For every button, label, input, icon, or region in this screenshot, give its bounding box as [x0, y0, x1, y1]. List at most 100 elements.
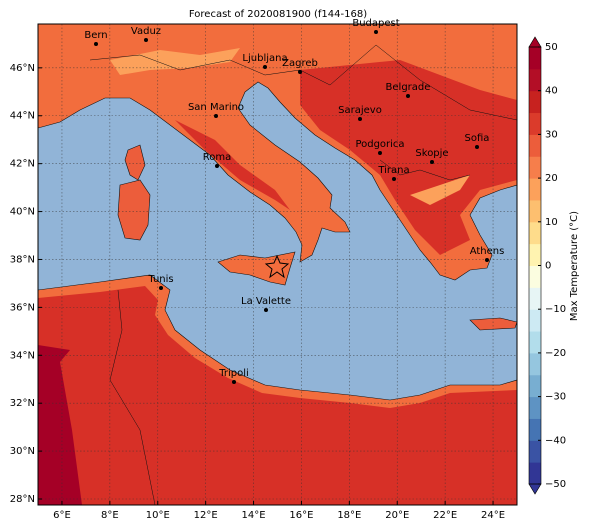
- colorbar-band: [529, 47, 541, 70]
- city-dot: [264, 308, 268, 312]
- x-tick-label: 8°E: [101, 510, 119, 521]
- city-dot: [406, 94, 410, 98]
- y-tick-label: 36°N: [10, 302, 35, 313]
- hot-area: [175, 120, 290, 210]
- colorbar-tick-label: −40: [545, 435, 566, 446]
- colorbar-band: [529, 309, 541, 332]
- x-tick-label: 24°E: [481, 510, 505, 521]
- mild-area: [410, 175, 470, 205]
- colorbar-tick-label: −20: [545, 348, 566, 359]
- city-label: Tirana: [377, 165, 409, 176]
- city-dot: [475, 145, 479, 149]
- colorbar-band: [529, 287, 541, 310]
- x-tick-label: 10°E: [146, 510, 170, 521]
- colorbar-band: [529, 265, 541, 288]
- star-marker: [264, 254, 290, 279]
- colorbar-band: [529, 396, 541, 419]
- colorbar-tick-label: 30: [545, 129, 558, 140]
- colorbar-band: [529, 134, 541, 157]
- border: [109, 289, 156, 505]
- city-label: Sarajevo: [338, 105, 382, 116]
- y-tick-label: 32°N: [10, 398, 35, 409]
- colorbar-tick-label: 50: [545, 42, 558, 53]
- border: [379, 159, 471, 181]
- x-tick-label: 16°E: [289, 510, 313, 521]
- city-dot: [485, 258, 489, 262]
- colorbar-tick-label: −30: [545, 392, 566, 403]
- city-dot: [374, 30, 378, 34]
- city-label: Zagreb: [282, 58, 318, 69]
- colorbar-label: Max Temperature (°C): [569, 211, 580, 321]
- city-label: Tunis: [147, 274, 173, 285]
- colorbar-band: [529, 68, 541, 92]
- colorbar-band: [529, 462, 541, 485]
- colorbar-band: [529, 440, 541, 463]
- colorbar-band: [529, 199, 541, 223]
- chart-title: Forecast of 2020081900 (f144-168): [189, 9, 367, 20]
- city-dot: [392, 177, 396, 181]
- city-dot: [215, 164, 219, 168]
- city-label: Athens: [470, 246, 505, 257]
- colorbar-tick-label: 10: [545, 217, 558, 228]
- sicily: [217, 251, 296, 286]
- y-tick-label: 40°N: [10, 207, 35, 218]
- map-frame: [37, 23, 518, 506]
- colorbar-extend-low: [528, 483, 542, 495]
- y-tick-label: 28°N: [10, 494, 35, 505]
- colorbar-extend-high: [528, 36, 542, 48]
- city-dot: [94, 42, 98, 46]
- city-dot: [358, 117, 362, 121]
- colorbar-band: [529, 243, 541, 266]
- city-label: La Valette: [241, 296, 291, 307]
- city-dot: [430, 160, 434, 164]
- city-dot: [214, 114, 218, 118]
- x-tick-label: 18°E: [337, 510, 361, 521]
- city-dot: [263, 65, 267, 69]
- city-label: Skopje: [415, 148, 448, 159]
- colorbar-tick-label: −10: [545, 304, 566, 315]
- very-hot-area: [38, 345, 82, 505]
- city-label: Roma: [203, 152, 232, 163]
- y-tick-label: 44°N: [10, 111, 35, 122]
- colorbar-band: [529, 178, 541, 201]
- y-tick-label: 34°N: [10, 350, 35, 361]
- colorbar-band: [529, 374, 541, 398]
- city-dot: [159, 286, 163, 290]
- city-dot: [298, 70, 302, 74]
- y-tick-label: 30°N: [10, 446, 35, 457]
- y-tick-label: 42°N: [10, 159, 35, 170]
- hot-area: [300, 60, 517, 255]
- y-tick-label: 46°N: [10, 63, 35, 74]
- mild-area: [110, 48, 240, 75]
- city-label: Ljubljana: [242, 53, 287, 64]
- city-label: Vaduz: [131, 26, 161, 37]
- colorbar-band: [529, 90, 541, 114]
- colorbar-band: [529, 418, 541, 441]
- city-dot: [232, 380, 236, 384]
- city-label: Belgrade: [386, 82, 431, 93]
- city-label: Sofia: [465, 133, 490, 144]
- city-dot: [144, 38, 148, 42]
- colorbar-tick-label: 40: [545, 86, 558, 97]
- colorbar-band: [529, 221, 541, 245]
- x-tick-label: 12°E: [194, 510, 218, 521]
- city-label: Tripoli: [218, 368, 249, 379]
- y-tick-label: 38°N: [10, 254, 35, 265]
- colorbar-tick-label: −50: [545, 479, 566, 490]
- colorbar-band: [529, 112, 541, 135]
- x-tick-label: 6°E: [53, 510, 71, 521]
- city-label: San Marino: [188, 102, 244, 113]
- x-tick-label: 20°E: [385, 510, 409, 521]
- colorbar-tick-label: 0: [545, 261, 551, 272]
- crete: [469, 317, 517, 331]
- corsica: [124, 144, 146, 181]
- colorbar-band: [529, 156, 541, 179]
- x-tick-label: 22°E: [433, 510, 457, 521]
- hot-area: [38, 286, 517, 505]
- colorbar-tick-label: 20: [545, 173, 558, 184]
- colorbar-band: [529, 331, 541, 354]
- city-label: Podgorica: [355, 139, 404, 150]
- x-tick-label: 14°E: [242, 510, 266, 521]
